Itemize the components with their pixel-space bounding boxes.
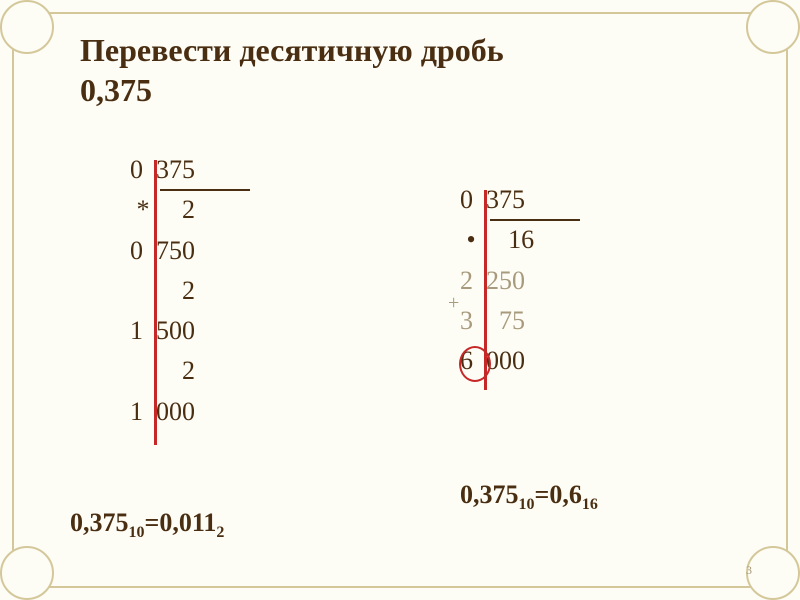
result-binary: 0,37510=0,0112: [70, 508, 224, 542]
plus-sign: +: [448, 292, 459, 315]
calc-row: • 16: [460, 220, 534, 260]
title-line2: 0,375: [80, 70, 504, 110]
slide-title: Перевести десятичную дробь 0,375: [80, 30, 504, 110]
calc-row: 0 375: [130, 150, 195, 190]
calc-row: 1 000: [130, 392, 195, 432]
corner-deco: [746, 546, 800, 600]
title-line1: Перевести десятичную дробь: [80, 30, 504, 70]
corner-deco: [746, 0, 800, 54]
calc-row: 0 375: [460, 180, 534, 220]
calc-row: 2: [130, 271, 195, 311]
page-number: 3: [746, 563, 752, 578]
calc-row: 2 250: [460, 261, 534, 301]
calc-row: * 2: [130, 190, 195, 230]
corner-deco: [0, 546, 54, 600]
calc-row: 3 75: [460, 301, 534, 341]
red-circle-highlight: [459, 346, 491, 382]
result-hex: 0,37510=0,616: [460, 480, 598, 514]
calc-row: 2: [130, 351, 195, 391]
calc-row: 0 750: [130, 231, 195, 271]
calculation-binary: 0 375 * 20 750 21 500 21 000: [130, 150, 195, 432]
corner-deco: [0, 0, 54, 54]
calc-row: 1 500: [130, 311, 195, 351]
